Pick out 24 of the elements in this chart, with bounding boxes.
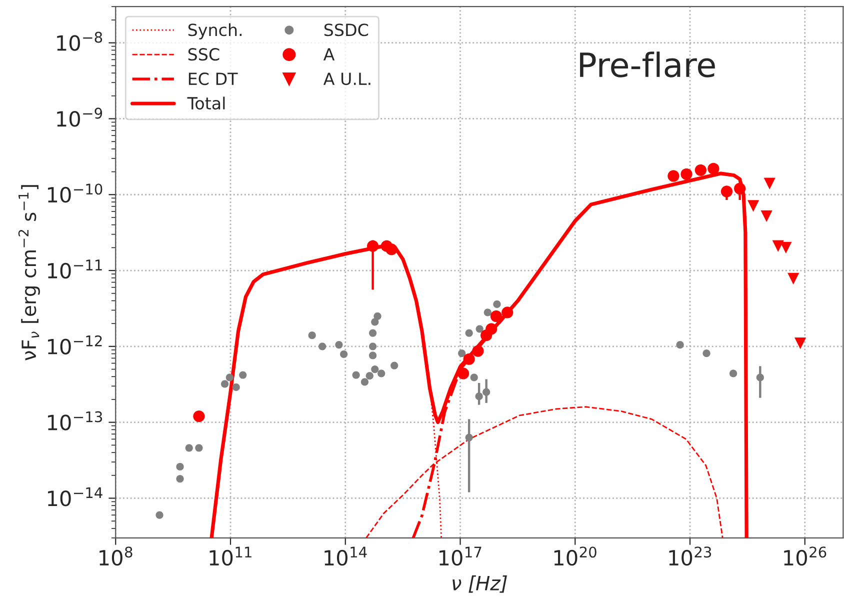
legend-label: SSC xyxy=(188,48,220,61)
y-tick-label: 10$^{−12}$ xyxy=(48,335,102,354)
x-tick-label: 10$^{11}$ xyxy=(210,546,252,566)
x-tick-label: 10$^{26}$ xyxy=(784,546,826,566)
x-axis-title: ν [Hz] xyxy=(452,575,507,593)
x-tick-label: 10$^{23}$ xyxy=(669,546,712,566)
legend-label: A xyxy=(323,48,335,60)
x-tick-label: 10$^{8}$ xyxy=(100,546,132,566)
x-tick-label: 10$^{17}$ xyxy=(440,546,482,566)
y-tick-label: 10$^{−14}$ xyxy=(48,487,102,506)
y-tick-label: 10$^{−11}$ xyxy=(48,260,102,279)
legend-label: EC DT xyxy=(188,72,238,86)
y-tick-label: 10$^{−9}$ xyxy=(57,108,102,127)
legend-label: Synch. xyxy=(188,23,242,40)
x-tick-label: 10$^{20}$ xyxy=(554,546,596,566)
y-axis-title: νF$_{ν}$ [erg cm$^{−2}$ s$^{−1}$] xyxy=(18,185,40,360)
legend-label: Total xyxy=(187,96,225,110)
x-tick-label: 10$^{14}$ xyxy=(324,546,367,566)
legend-label: A U.L. xyxy=(323,72,370,86)
y-tick-label: 10$^{−10}$ xyxy=(48,184,102,203)
y-tick-label: 10$^{−8}$ xyxy=(57,32,102,51)
legend-label: SSDC xyxy=(324,24,368,36)
annotation: Pre-flare xyxy=(580,52,715,78)
y-tick-label: 10$^{−13}$ xyxy=(48,411,102,430)
